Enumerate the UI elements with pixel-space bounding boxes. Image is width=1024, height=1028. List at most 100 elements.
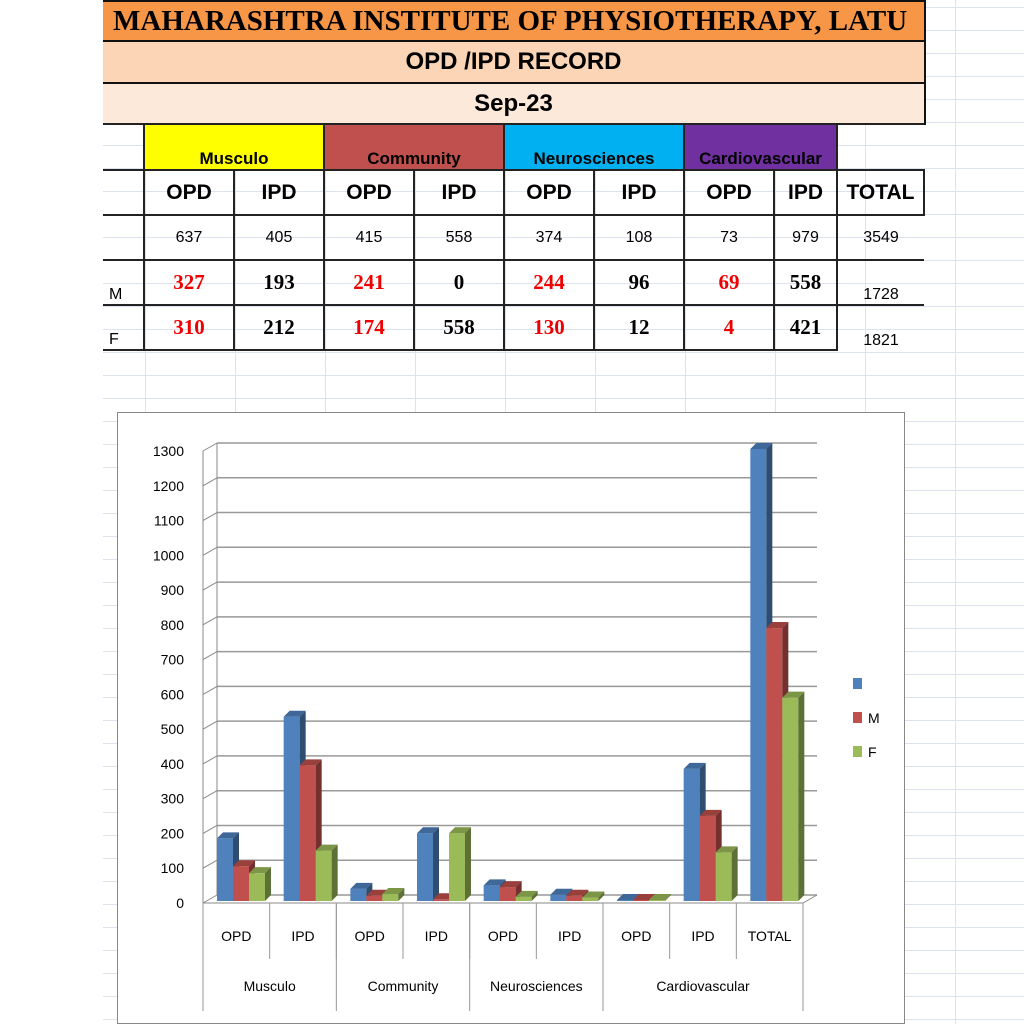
column-header[interactable]: IPD	[593, 169, 685, 216]
bar	[350, 888, 367, 901]
y-tick-label: 1100	[154, 513, 184, 529]
category-header[interactable]: Neurosciences	[503, 123, 685, 171]
bar-top	[782, 691, 805, 698]
table-cell[interactable]: 244	[503, 259, 595, 306]
column-header[interactable]: OPD	[503, 169, 595, 216]
bar-top	[582, 891, 605, 898]
bar	[715, 852, 732, 901]
bar	[617, 899, 633, 901]
y-tick-label: 700	[161, 652, 185, 668]
table-cell[interactable]: 108	[593, 214, 685, 261]
legend-swatch	[853, 678, 862, 689]
bar-top	[217, 832, 239, 839]
gridline-diag	[202, 755, 218, 765]
table-cell[interactable]: 241	[323, 259, 415, 306]
record-title: OPD /IPD RECORD	[103, 40, 926, 84]
bar	[683, 768, 700, 901]
x-tick-label: OPD	[488, 928, 518, 944]
record-table: Musculo Community Neurosciences Cardiovascu…	[103, 123, 925, 351]
table-cell[interactable]: 174	[323, 304, 415, 351]
y-tick-label: 800	[161, 617, 185, 633]
column-header[interactable]: OPD	[683, 169, 775, 216]
column-header[interactable]: IPD	[233, 169, 325, 216]
table-cell[interactable]: 558	[773, 259, 838, 306]
gridline-diag	[202, 442, 218, 452]
row-label	[103, 214, 145, 261]
table-cell[interactable]: 212	[233, 304, 325, 351]
table-cell[interactable]: 193	[233, 259, 325, 306]
bar-top	[233, 860, 255, 867]
table-cell[interactable]: 558	[413, 214, 505, 261]
gridline-diag	[202, 685, 218, 695]
category-header[interactable]: Musculo	[143, 123, 325, 171]
bar-top	[715, 846, 738, 853]
y-tick-label: 1000	[153, 547, 184, 563]
column-header[interactable]: IPD	[413, 169, 505, 216]
table-cell[interactable]: 374	[503, 214, 595, 261]
bar	[483, 885, 500, 901]
table-row: 637 405 415 558 374 108 73 979 3549	[103, 214, 924, 261]
bar-top	[617, 893, 639, 900]
bar-top	[649, 893, 671, 900]
column-header[interactable]: OPD	[323, 169, 415, 216]
y-tick-label: 400	[161, 756, 185, 772]
legend-swatch	[853, 712, 862, 723]
column-header[interactable]: IPD	[773, 169, 838, 216]
bar-top	[350, 882, 373, 889]
group-label: Community	[368, 978, 439, 994]
table-cell[interactable]: 327	[143, 259, 235, 306]
column-header[interactable]: TOTAL	[836, 169, 925, 216]
bar-top	[382, 888, 405, 895]
x-tick-label: TOTAL	[748, 928, 792, 944]
bar-top	[499, 881, 522, 888]
table-row: F 310 212 174 558 130 12 4 421 1821	[103, 304, 924, 351]
table-cell[interactable]: 637	[143, 214, 235, 261]
table-cell[interactable]: 73	[683, 214, 775, 261]
bar-side	[265, 867, 271, 901]
table-cell[interactable]: 310	[143, 304, 235, 351]
table-cell[interactable]: 69	[683, 259, 775, 306]
group-label: Neurosciences	[490, 978, 583, 994]
table-cell[interactable]: 1728	[836, 259, 924, 305]
bar-side	[465, 827, 471, 901]
bar	[382, 894, 399, 901]
table-row: M 327 193 241 0 244 96 69 558 1728	[103, 259, 924, 306]
table-cell[interactable]: 1821	[836, 304, 924, 350]
bar	[550, 894, 567, 901]
y-tick-label: 0	[176, 895, 184, 911]
table-cell[interactable]: 3549	[836, 214, 924, 261]
blank-cell	[103, 123, 145, 171]
category-header[interactable]: Cardiovascular	[683, 123, 838, 171]
bar	[217, 838, 233, 901]
table-cell[interactable]: 558	[413, 304, 505, 351]
table-cell[interactable]: 0	[413, 259, 505, 306]
gridline-diag	[202, 859, 218, 869]
table-cell[interactable]: 405	[233, 214, 325, 261]
gridline-diag	[202, 894, 218, 904]
bar-top	[249, 867, 271, 874]
table-cell[interactable]: 421	[773, 304, 838, 351]
bar	[315, 850, 332, 901]
table-cell[interactable]: 4	[683, 304, 775, 351]
table-cell[interactable]: 12	[593, 304, 685, 351]
table-cell[interactable]: 979	[773, 214, 838, 261]
group-label: Musculo	[244, 978, 296, 994]
bar	[566, 895, 583, 901]
x-tick-label: IPD	[425, 928, 448, 944]
y-tick-label: 1300	[153, 443, 184, 459]
column-header[interactable]: OPD	[143, 169, 235, 216]
bar	[283, 716, 300, 901]
y-tick-label: 200	[161, 825, 185, 841]
y-tick-label: 900	[161, 582, 185, 598]
bar	[766, 628, 783, 901]
gridline-diag	[202, 512, 218, 521]
blank-cell	[836, 123, 924, 171]
table-cell[interactable]: 96	[593, 259, 685, 306]
bar	[366, 895, 383, 901]
bar-side	[398, 888, 405, 901]
category-header[interactable]: Community	[323, 123, 505, 171]
table-cell[interactable]: 130	[503, 304, 595, 351]
legend-swatch	[853, 746, 862, 757]
bar	[233, 866, 249, 901]
table-cell[interactable]: 415	[323, 214, 415, 261]
